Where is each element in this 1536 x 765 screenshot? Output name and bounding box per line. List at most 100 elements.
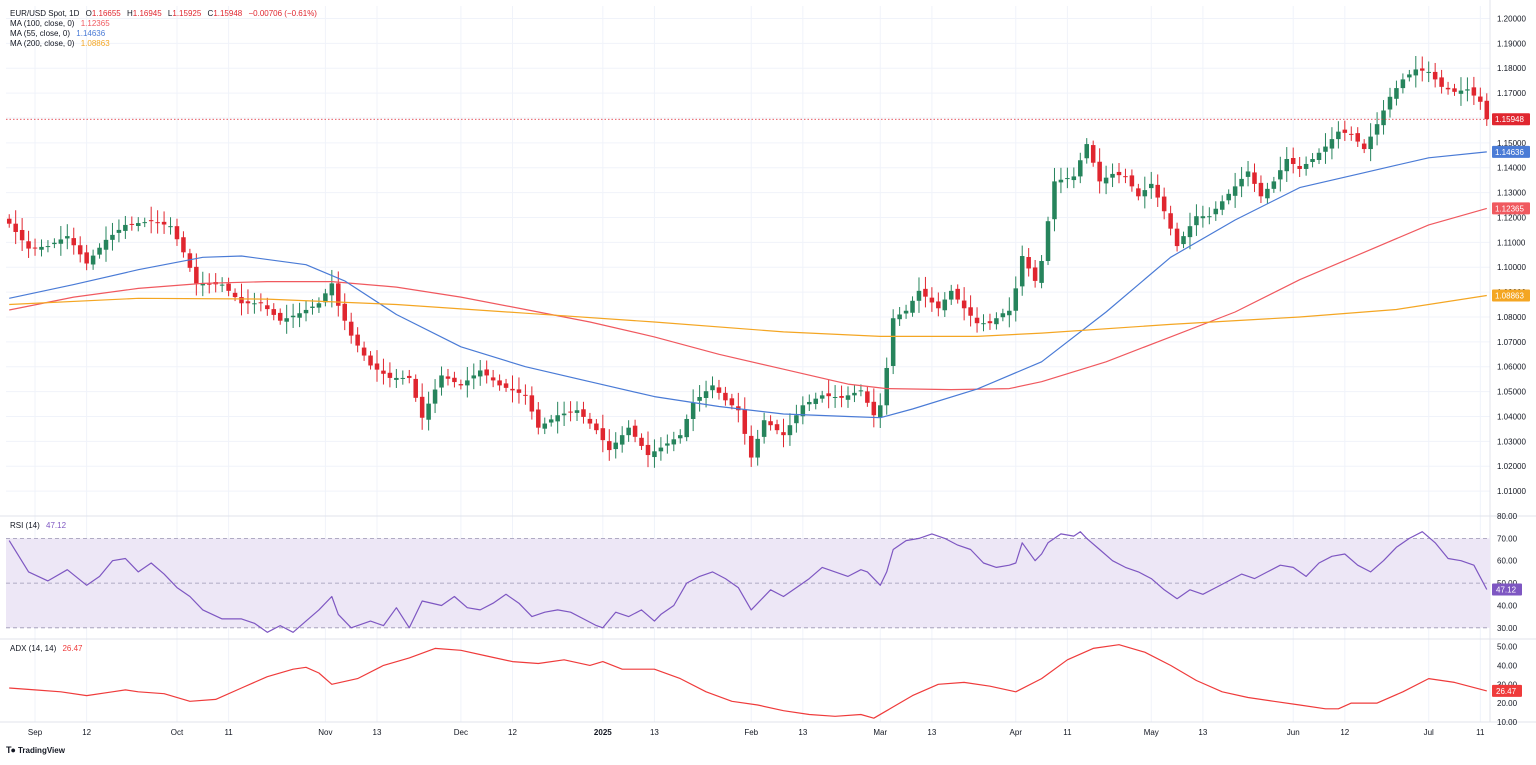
price-tick-label: 1.06000 <box>1497 363 1526 372</box>
candle <box>948 284 954 305</box>
candle-body <box>477 370 483 377</box>
candle <box>1155 174 1160 207</box>
time-tick-label: 12 <box>1340 728 1349 737</box>
adx-line <box>9 644 1487 719</box>
candle <box>310 299 315 315</box>
candle <box>542 417 548 435</box>
candle <box>284 304 289 334</box>
candle-body <box>729 398 735 406</box>
candle-body <box>252 303 257 305</box>
legend-row-ma100[interactable]: MA (100, close, 0) 1.12365 <box>10 19 317 29</box>
price-tick-label: 1.18000 <box>1497 64 1526 73</box>
candle <box>865 386 870 407</box>
candle-body <box>71 238 77 246</box>
candle-body <box>832 397 838 398</box>
candle-body <box>1032 267 1038 281</box>
candle <box>155 210 160 234</box>
time-tick-label: 11 <box>1063 728 1072 737</box>
tradingview-logo[interactable]: T● TradingView <box>6 745 65 755</box>
ma100-price-tag: 1.12365 <box>1492 202 1530 215</box>
price-tick-label: 1.01000 <box>1497 487 1526 496</box>
candle-body <box>1342 129 1348 133</box>
candle <box>1194 204 1199 236</box>
candle <box>226 277 231 297</box>
symbol-name[interactable]: EUR/USD Spot, 1D <box>10 9 80 18</box>
candle-body <box>1097 161 1102 182</box>
candle <box>497 374 502 391</box>
candle-body <box>819 395 825 399</box>
candle-body <box>865 391 870 403</box>
candle <box>587 412 593 429</box>
candle <box>97 243 102 259</box>
candle-body <box>1439 77 1444 87</box>
candle-body <box>574 410 580 413</box>
candle-body <box>742 409 748 434</box>
candle <box>490 369 496 388</box>
candle-body <box>245 301 251 304</box>
candle <box>161 211 167 234</box>
candle-body <box>1258 182 1264 197</box>
candle-body <box>1239 178 1244 187</box>
price-tick-label: 1.20000 <box>1497 14 1526 23</box>
candle-body <box>1187 226 1193 238</box>
candle-body <box>1065 178 1070 180</box>
price-tick-label: 1.19000 <box>1497 39 1526 48</box>
candle <box>394 368 399 388</box>
candle <box>942 292 948 317</box>
candle-body <box>1226 193 1231 201</box>
ohlc-close: 1.15948 <box>213 9 243 18</box>
rsi-legend[interactable]: RSI (14) 47.12 <box>10 521 66 531</box>
candle <box>1432 62 1438 88</box>
candle-body <box>90 255 96 265</box>
candle-body <box>239 297 244 304</box>
candle <box>755 429 760 466</box>
candle-body <box>19 229 25 241</box>
candle-body <box>1465 89 1470 91</box>
rsi-tick-label: 30.00 <box>1497 624 1518 633</box>
candle-body <box>548 419 554 423</box>
candle <box>581 401 586 424</box>
candle-body <box>265 305 270 310</box>
candle <box>813 392 819 410</box>
candle <box>632 419 638 443</box>
price-tick-label: 1.08000 <box>1497 313 1526 322</box>
candle <box>936 292 941 317</box>
candle-body <box>632 425 638 437</box>
last-price-tag-bg <box>1492 113 1530 126</box>
candle-body <box>800 405 806 417</box>
ma55-price-tag-text: 1.14636 <box>1495 148 1524 157</box>
candle <box>426 391 431 431</box>
candle-body <box>232 292 238 298</box>
candle-body <box>542 423 548 429</box>
candle-body <box>1336 131 1341 140</box>
candle <box>600 414 606 453</box>
ma200-price-tag-bg <box>1492 289 1530 302</box>
adx-legend[interactable]: ADX (14, 14) 26.47 <box>10 644 83 654</box>
candle <box>329 269 335 308</box>
candle <box>316 297 322 313</box>
candle <box>826 379 831 409</box>
legend-row-ma55[interactable]: MA (55, close, 0) 1.14636 <box>10 29 317 39</box>
rsi-line <box>8 531 1488 633</box>
candle-body <box>523 394 528 396</box>
candle-body <box>1084 144 1089 159</box>
ma100-price-tag-bg <box>1492 202 1530 215</box>
candle <box>1368 123 1373 162</box>
last-price-tag-text: 1.15948 <box>1495 115 1524 124</box>
price-tick-label: 1.03000 <box>1497 437 1526 446</box>
candle <box>1413 56 1419 88</box>
candle-body <box>1013 288 1019 311</box>
legend-row-ma200[interactable]: MA (200, close, 0) 1.08863 <box>10 39 317 49</box>
candle-body <box>1471 87 1477 96</box>
candle-body <box>394 377 399 380</box>
candle <box>1452 83 1457 96</box>
candle <box>1013 276 1019 322</box>
ohlc-high-label: H <box>126 9 133 18</box>
candle <box>323 288 328 307</box>
candle-body <box>884 367 889 406</box>
candle <box>1045 216 1051 266</box>
candle <box>1187 212 1193 250</box>
candle-body <box>1200 216 1206 219</box>
